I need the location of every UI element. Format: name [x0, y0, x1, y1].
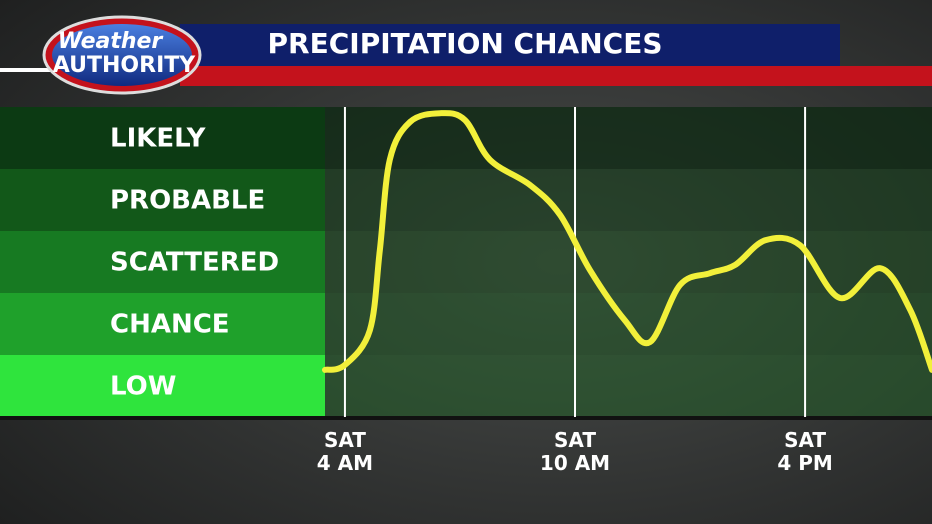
y-tick-label: CHANCE: [110, 310, 230, 340]
white-stripe: [0, 68, 60, 72]
y-tick-label: LIKELY: [110, 124, 207, 154]
label-band: [0, 231, 325, 293]
x-tick-label: SAT 4 PM: [777, 428, 832, 475]
line: [322, 110, 932, 373]
y-tick-label: LOW: [110, 372, 176, 402]
logo-text: AUTHORITY: [53, 53, 196, 78]
logo-text: Weather: [58, 29, 164, 54]
y-tick-label: PROBABLE: [110, 186, 265, 216]
y-tick-label: SCATTERED: [110, 248, 279, 278]
logo-body: [52, 24, 192, 86]
label-band: [0, 293, 325, 355]
grid-band: [325, 231, 932, 293]
grid-band: [325, 355, 932, 417]
x-tick-label: SAT 4 AM: [317, 428, 373, 475]
red-stripe: [180, 66, 932, 86]
baseline: [0, 416, 932, 420]
label-band: [0, 169, 325, 231]
label-band: [0, 355, 325, 417]
grid-band: [325, 169, 932, 231]
label-band: [0, 107, 325, 169]
title-bar: [180, 24, 840, 66]
chart-title: PRECIPITATION CHANCES: [268, 27, 663, 60]
x-tick-label: SAT 10 AM: [540, 428, 610, 475]
